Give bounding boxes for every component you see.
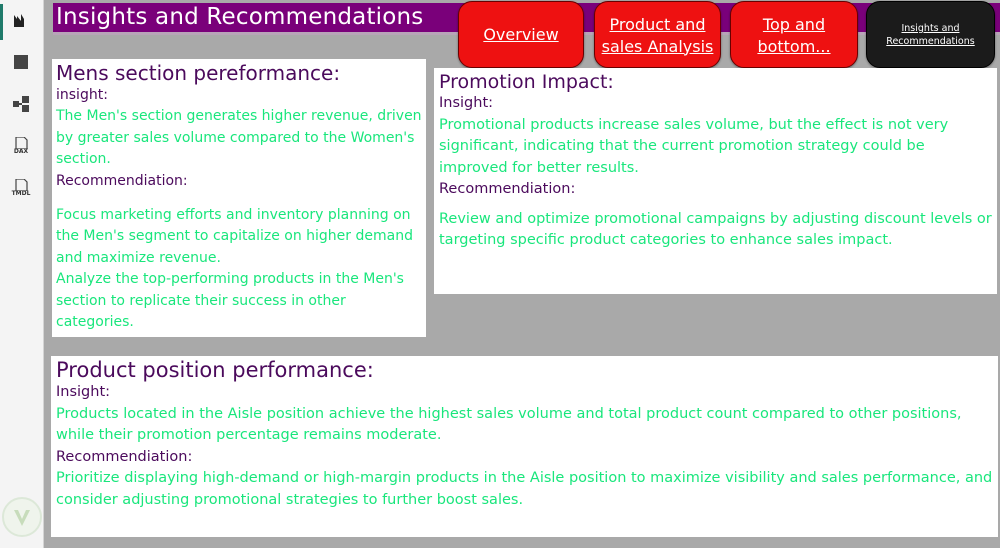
brand-logo-icon <box>2 497 42 537</box>
mens-recommendation-text-1: Focus marketing efforts and inventory pl… <box>56 206 413 266</box>
nav-topbottom-label-line2: bottom... <box>757 36 831 56</box>
promo-insight-text: Promotional products increase sales volu… <box>439 116 949 176</box>
promo-insight-label: Insight: <box>439 95 494 111</box>
tmdl-view-icon[interactable]: TMDL <box>10 177 32 199</box>
nav-topbottom-label-line1: Top and <box>762 14 826 34</box>
mens-insight-text: The Men's section generates higher reven… <box>56 108 422 167</box>
mens-card-title: Mens section pereformance: <box>56 61 341 85</box>
position-insight-text: Products located in the Aisle position a… <box>56 405 962 444</box>
product-position-card: Product position performance: Insight: P… <box>51 356 998 537</box>
promotion-impact-card: Promotion Impact: Insight: Promotional p… <box>434 68 997 294</box>
dax-query-icon[interactable]: DAX <box>10 135 32 157</box>
promo-card-title: Promotion Impact: <box>439 71 614 93</box>
promo-recommendation-label: Recommendiation: <box>439 181 576 197</box>
page-title: Insights and Recommendations <box>56 4 424 30</box>
nav-insights-button[interactable]: Insights and Recommendations <box>866 1 995 68</box>
position-card-title: Product position performance: <box>56 358 374 382</box>
nav-topbottom-label: Top and bottom... <box>757 14 830 58</box>
mens-insight-label: insight: <box>56 87 108 103</box>
active-view-indicator <box>0 4 3 40</box>
position-recommendation-label: Recommendiation: <box>56 448 193 465</box>
tmdl-label: TMDL <box>11 190 31 197</box>
position-recommendation-text: Prioritize displaying high-demand or hig… <box>56 470 993 508</box>
nav-product-label: Product and sales Analysis <box>602 14 714 58</box>
position-insight-label: Insight: <box>56 384 111 400</box>
mens-recommendation-label: Recommendiation: <box>56 172 188 189</box>
mens-section-card: Mens section pereformance: insight: The … <box>52 59 426 337</box>
nav-overview-label: Overview <box>483 25 559 44</box>
nav-product-label-line1: Product and <box>609 14 706 34</box>
promo-recommendation-text: Review and optimize promotional campaign… <box>439 210 992 249</box>
nav-insights-label-line1: Insights and <box>901 22 960 34</box>
report-view-icon[interactable] <box>10 9 32 31</box>
table-view-icon[interactable] <box>10 51 32 73</box>
nav-product-sales-button[interactable]: Product and sales Analysis <box>594 1 721 68</box>
nav-product-label-line2: sales Analysis <box>601 36 714 56</box>
dax-label: DAX <box>13 148 29 155</box>
nav-overview-button[interactable]: Overview <box>458 1 584 68</box>
report-canvas: Insights and Recommendations Overview Pr… <box>44 0 1000 548</box>
nav-insights-label-line2: Recommendations <box>886 35 975 47</box>
view-sidebar: DAX TMDL <box>0 0 44 548</box>
nav-top-bottom-button[interactable]: Top and bottom... <box>730 1 858 68</box>
nav-insights-label: Insights and Recommendations <box>886 22 974 48</box>
model-view-icon[interactable] <box>10 93 32 115</box>
mens-recommendation-text-2: Analyze the top-performing products in t… <box>56 271 404 330</box>
